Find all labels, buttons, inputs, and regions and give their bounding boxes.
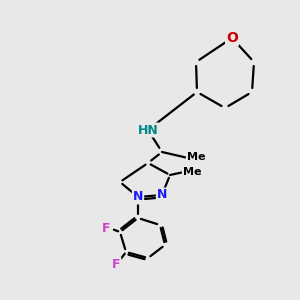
Text: F: F	[102, 223, 110, 236]
Text: F: F	[112, 257, 120, 271]
Text: Me: Me	[187, 152, 205, 162]
Text: N: N	[157, 188, 167, 202]
Text: Me: Me	[183, 167, 201, 177]
Text: O: O	[226, 31, 238, 45]
Text: N: N	[133, 190, 143, 203]
Text: HN: HN	[138, 124, 158, 136]
